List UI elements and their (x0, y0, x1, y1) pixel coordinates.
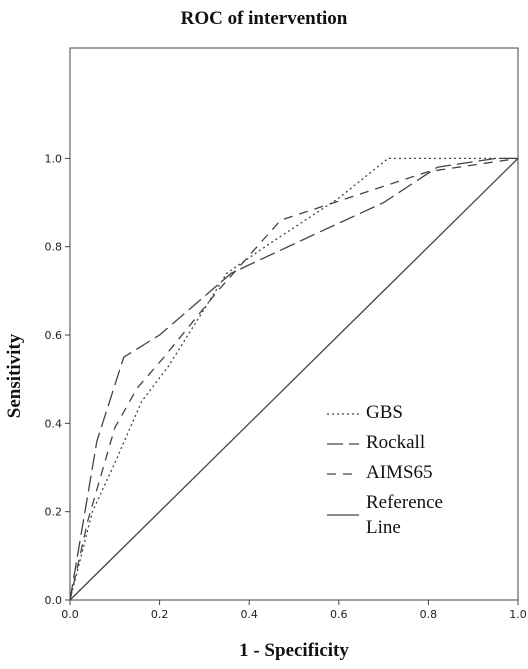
y-axis-label: Sensitivity (4, 333, 25, 419)
y-tick-label: 0.8 (45, 241, 63, 254)
chart-title: ROC of intervention (180, 8, 348, 29)
y-tick-label: 1.0 (45, 152, 63, 165)
x-tick-label: 0.0 (61, 608, 79, 621)
x-tick-label: 0.2 (151, 608, 169, 621)
y-axis: 0.0 0.2 0.4 0.6 0.8 1.0 (45, 152, 70, 607)
series-line-reference-line (69, 157, 519, 601)
x-tick-label: 1.0 (509, 608, 527, 621)
y-tick-label: 0.6 (45, 329, 63, 342)
x-tick-label: 0.4 (240, 608, 258, 621)
series-line-gbs (69, 157, 518, 601)
x-tick-label: 0.8 (420, 608, 438, 621)
y-tick-label: 0.4 (45, 417, 63, 430)
series-line-rockall (69, 157, 518, 601)
legend-label-gbs: GBS (366, 402, 403, 423)
legend-label-rockall: Rockall (366, 432, 426, 453)
x-axis-label: 1 - Specificity (239, 640, 349, 661)
series-line-aims65 (69, 157, 519, 601)
y-tick-label: 0.2 (45, 506, 63, 519)
series-lines (69, 157, 519, 601)
y-tick-label: 0.0 (45, 594, 63, 607)
plot-area (69, 47, 519, 601)
x-tick-label: 0.6 (330, 608, 348, 621)
legend-label-line: Line (366, 517, 401, 538)
legend (327, 413, 359, 516)
legend-label-aims65: AIMS65 (366, 462, 433, 483)
x-axis: 0.0 0.2 0.4 0.6 0.8 1.0 (61, 600, 527, 621)
legend-label-reference: Reference (366, 492, 443, 513)
